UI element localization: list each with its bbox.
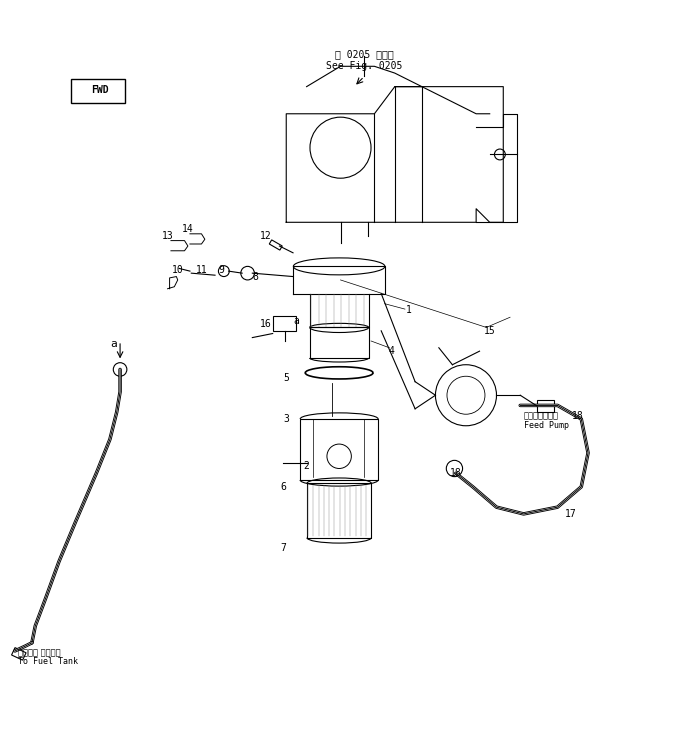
Bar <box>12 648 26 661</box>
Bar <box>537 400 554 412</box>
Text: 6: 6 <box>280 481 286 492</box>
Text: 18: 18 <box>572 411 584 421</box>
Text: フェエル タンクへ: フェエル タンクへ <box>18 649 61 658</box>
Text: 14: 14 <box>182 224 194 234</box>
Bar <box>272 316 296 331</box>
Text: To Fuel Tank: To Fuel Tank <box>18 658 78 666</box>
Text: 17: 17 <box>565 509 577 519</box>
Text: 第 0205 図参照
See Fig. 0205: 第 0205 図参照 See Fig. 0205 <box>326 49 402 71</box>
Text: a: a <box>294 316 300 325</box>
Text: 2: 2 <box>304 461 310 472</box>
Text: 15: 15 <box>484 326 496 336</box>
Text: 13: 13 <box>161 231 174 241</box>
Text: 11: 11 <box>195 265 207 275</box>
Text: 4: 4 <box>388 346 394 356</box>
Text: 16: 16 <box>260 319 272 329</box>
Text: 9: 9 <box>219 265 225 275</box>
Text: a: a <box>110 340 116 349</box>
Bar <box>269 240 282 250</box>
Text: FWD: FWD <box>91 85 108 95</box>
Text: 8: 8 <box>253 271 259 282</box>
Text: 7: 7 <box>280 543 286 553</box>
Text: Feed Pump: Feed Pump <box>524 421 569 430</box>
Text: フィードポンプ: フィードポンプ <box>524 411 558 420</box>
Text: 3: 3 <box>283 414 289 424</box>
Text: 1: 1 <box>405 305 411 316</box>
Text: 18: 18 <box>450 468 462 478</box>
Text: 10: 10 <box>172 265 184 275</box>
Text: 12: 12 <box>260 231 272 241</box>
Text: 5: 5 <box>283 373 289 383</box>
